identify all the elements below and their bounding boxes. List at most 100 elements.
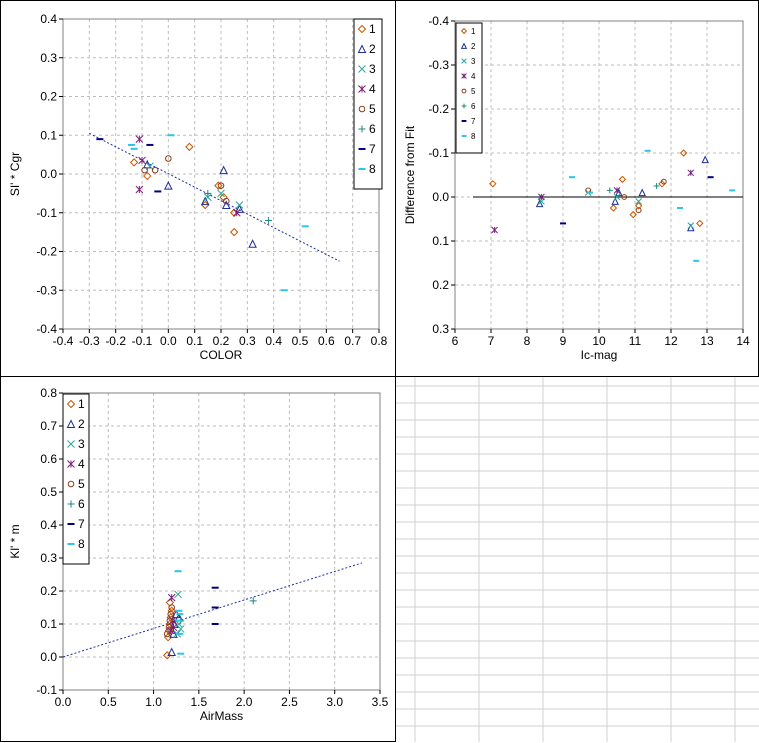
data-point [644,149,651,152]
x-tick-label: 1.5 [191,695,208,709]
data-point [167,610,175,618]
y-tick-label: 0.3 [432,322,449,336]
data-point [211,606,219,609]
data-point [166,626,175,635]
y-tick-label: 0.0 [40,650,57,664]
legend-box [62,393,90,565]
data-point [560,222,566,225]
series-4 [491,169,695,234]
data-point [679,149,688,157]
data-point [175,609,183,612]
data-point [693,259,700,262]
y-tick-label: 0.5 [40,485,57,499]
data-point [280,289,288,292]
series-8 [127,134,309,292]
legend-label: 8 [471,132,476,141]
y-axis-label: Kl' * m [8,524,22,558]
data-point [138,156,146,165]
y-tick-label: -0.1 [428,146,449,160]
data-point [96,138,104,141]
data-point [217,189,225,198]
x-axis-label: AirMass [200,709,243,723]
x-tick-label: 0.2 [213,334,230,348]
data-point [660,178,667,185]
y-axis-label: SI' * Cgr [8,152,22,196]
data-point [489,180,497,188]
x-tick-label: 10 [592,334,606,348]
legend-label: 8 [369,162,376,176]
y-tick-label: 0.2 [40,90,57,104]
data-point [167,134,175,137]
data-point [611,197,620,205]
data-point [163,630,171,638]
x-axis: 6 7 8 9 10 11 12 13 14 [452,329,750,348]
series-5 [163,604,175,638]
y-tick-label: 0.2 [432,278,449,292]
color-chart-canvas: -0.4 -0.3 -0.2 -0.1 0.0 0.1 0.2 0.3 0.4 0.5 0.6 0.7… [8,12,388,362]
y-tick-label: -0.2 [36,245,57,259]
data-point [204,189,212,197]
x-tick-label: -0.1 [132,334,153,348]
data-point [235,204,244,213]
x-tick-label: -0.4 [53,334,74,348]
legend: 1 2 3 4 5 6 7 8 [353,18,383,190]
airmass-chart[interactable]: 0.0 0.5 1.0 1.5 2.0 2.5 3.0 3.5 0.8 0.7 0.6 0.5 0.4 0… [0,376,396,742]
data-point [165,155,172,162]
data-point [301,225,309,228]
series-6 [204,189,272,224]
legend-label: 2 [369,42,376,56]
x-tick-label: 14 [736,334,750,348]
data-point [176,632,184,635]
series-7 [560,176,714,225]
data-point [135,185,144,194]
residual-chart[interactable]: 6 7 8 9 10 11 12 13 14 -0.4 -0.3 -0.2 -0.1 0.0 0.1 0.2 0… [395,0,759,377]
data-point [658,180,666,188]
data-point [174,590,182,599]
data-point [211,586,219,589]
data-point [166,617,174,624]
y-tick-label: 0.1 [432,234,449,248]
legend-marker [460,27,468,35]
data-point [129,158,139,167]
data-point [167,647,176,657]
legend-marker [460,42,468,49]
data-point [701,155,710,164]
legend-marker [67,460,75,468]
data-point [219,165,228,175]
series-8 [569,149,736,262]
data-point [629,210,637,219]
data-point [200,200,210,210]
y-tick-label: 0.2 [40,584,57,598]
fit-line [89,132,340,262]
legend-marker [66,399,76,409]
y-tick-label: -0.1 [36,206,57,220]
legend-marker [358,85,366,93]
x-tick-label: 0.0 [55,695,72,709]
legend-marker [358,168,366,170]
y-tick-label: 0.0 [40,167,57,181]
x-tick-label: 1.0 [145,695,162,709]
data-point [264,217,272,224]
legend-label: 5 [471,87,476,96]
data-point [621,194,628,200]
data-point [176,613,184,616]
y-tick-label: 0.0 [432,190,449,204]
y-tick-label: -0.3 [428,58,449,72]
color-chart[interactable]: -0.4 -0.3 -0.2 -0.1 0.0 0.1 0.2 0.3 0.4 0.5 0.6 0.7… [0,0,396,377]
y-tick-label: -0.1 [36,683,57,697]
data-point [696,219,704,228]
x-tick-label: 12 [664,334,678,348]
legend-label: 6 [369,122,376,136]
data-point [229,227,239,237]
y-tick-label: 0.4 [40,518,57,532]
data-point [165,624,173,631]
series-5 [141,155,230,205]
x-axis: 0.0 0.5 1.0 1.5 2.0 2.5 3.0 3.5 [55,690,389,709]
legend-label: 7 [369,142,376,156]
x-tick-label: 0.7 [344,334,361,348]
data-point [618,175,627,184]
series-7 [211,586,219,625]
plot-area [455,21,743,329]
data-point [143,171,152,181]
data-point [609,204,618,212]
